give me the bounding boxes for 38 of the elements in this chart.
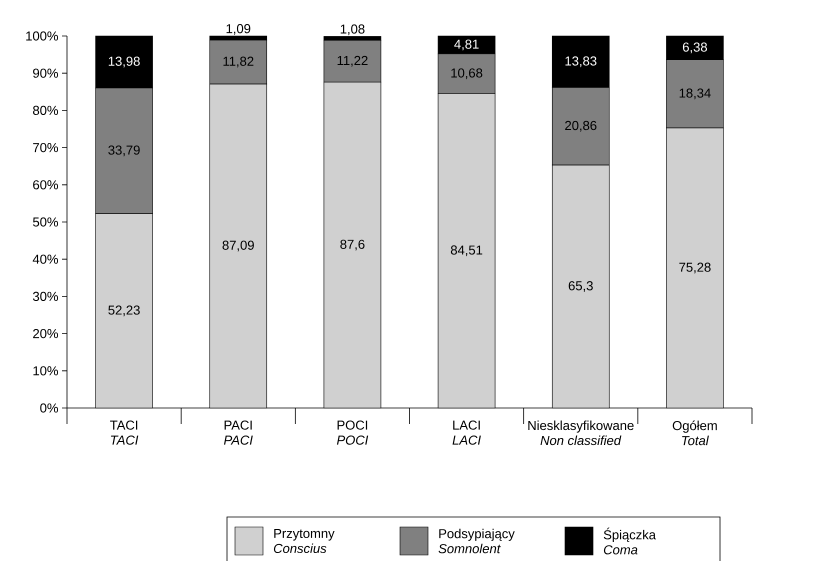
data-label: 11,82 bbox=[223, 56, 254, 68]
y-tick-label: 90% bbox=[33, 68, 58, 78]
y-tick-label: 70% bbox=[33, 142, 58, 152]
data-label: 13,83 bbox=[565, 56, 596, 68]
data-label: 87,6 bbox=[340, 240, 364, 250]
data-label: 87,09 bbox=[222, 240, 254, 252]
data-label: 20,86 bbox=[565, 120, 596, 132]
data-label: 6,38 bbox=[682, 42, 708, 54]
x-tick-label: PACI PACI bbox=[224, 420, 253, 445]
y-tick-label: 40% bbox=[32, 254, 58, 264]
x-tick-label: Ogółem Total bbox=[672, 420, 717, 446]
data-label: 1,09 bbox=[226, 24, 250, 35]
y-tick-label: 50% bbox=[32, 217, 58, 227]
legend-label: Podsypiający Somnolent bbox=[438, 528, 515, 554]
x-tick-label: Niesklasyfikowane Non classified bbox=[528, 420, 634, 446]
data-label: 11,22 bbox=[338, 56, 368, 67]
x-tick-label: LACI LACI bbox=[452, 420, 481, 445]
data-label: 13,98 bbox=[108, 56, 140, 68]
legend-label: Śpiączka Coma bbox=[604, 528, 656, 554]
data-label: 75,28 bbox=[679, 262, 711, 274]
data-label: 52,23 bbox=[108, 305, 140, 316]
y-tick-label: 30% bbox=[32, 292, 58, 301]
data-label: 10,68 bbox=[451, 68, 482, 80]
y-tick-label: 60% bbox=[33, 180, 58, 190]
data-label: 18,34 bbox=[680, 88, 711, 100]
y-tick-label: 0% bbox=[40, 403, 58, 413]
legend-label: Przytomny Conscius bbox=[274, 528, 335, 554]
data-label: 33,79 bbox=[108, 145, 140, 156]
data-label: 1,08 bbox=[340, 24, 365, 36]
y-tick-label: 20% bbox=[33, 328, 58, 338]
y-tick-label: 100% bbox=[26, 31, 58, 41]
data-label: 4,81 bbox=[454, 40, 479, 50]
x-tick-label: POCI POCI bbox=[336, 420, 368, 445]
data-label: 84,51 bbox=[450, 245, 482, 256]
data-label: 65,3 bbox=[568, 281, 593, 292]
x-tick-label: TACI TACI bbox=[110, 420, 138, 445]
y-tick-label: 10% bbox=[33, 366, 58, 376]
y-tick-label: 80% bbox=[33, 106, 58, 115]
